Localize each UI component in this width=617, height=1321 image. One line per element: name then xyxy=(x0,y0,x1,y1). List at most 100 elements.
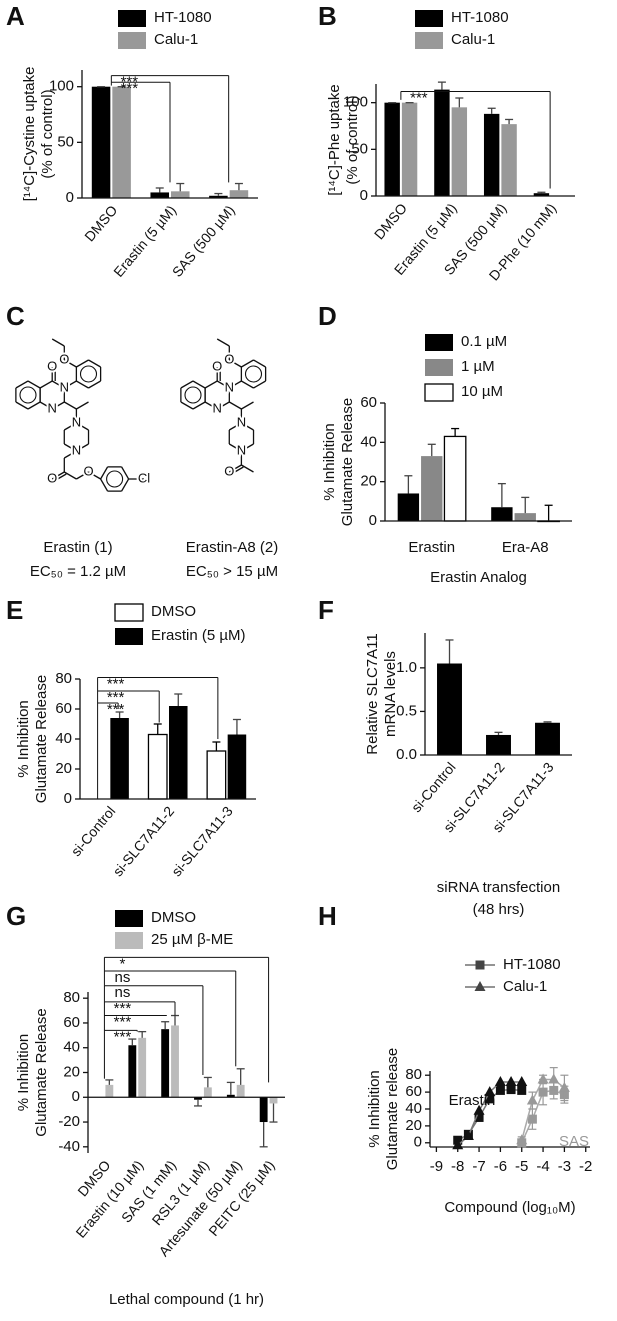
bar xyxy=(161,1029,170,1098)
point xyxy=(485,1094,495,1104)
bar xyxy=(384,102,400,196)
x-tick-label: si-Control xyxy=(68,803,119,859)
panel-letter: C xyxy=(6,301,25,331)
group-label: SAS xyxy=(559,1133,589,1150)
bar xyxy=(169,706,188,799)
aromatic-ring xyxy=(19,386,37,404)
atom-label: O xyxy=(47,470,57,485)
x-axis-label: Lethal compound (1 hr) xyxy=(109,1291,264,1308)
significance-label: ns xyxy=(114,969,130,986)
bar xyxy=(486,734,511,755)
atom-label: N xyxy=(72,442,81,457)
bond xyxy=(228,401,242,410)
legend-label: Calu-1 xyxy=(503,978,547,995)
bar xyxy=(533,193,550,196)
bond xyxy=(39,380,53,389)
legend-swatch xyxy=(115,628,143,645)
atom-label: N xyxy=(225,379,234,394)
significance-label: *** xyxy=(107,689,125,706)
bond xyxy=(51,380,65,389)
bond xyxy=(241,422,254,431)
x-tick-label: -6 xyxy=(494,1158,507,1175)
bar xyxy=(514,513,536,521)
point xyxy=(516,1134,528,1145)
y-tick-label: 50 xyxy=(351,140,368,157)
bar xyxy=(397,493,420,521)
y-tick-label: 100 xyxy=(343,94,368,111)
bond xyxy=(15,401,29,410)
bond xyxy=(241,443,254,452)
legend-label: DMSO xyxy=(151,603,196,620)
bar xyxy=(501,124,517,196)
bond xyxy=(241,401,254,410)
bar xyxy=(194,1097,202,1100)
bar xyxy=(229,190,249,198)
y-tick-label: 80 xyxy=(63,989,80,1006)
bar xyxy=(269,1097,278,1104)
group-label: Erastin xyxy=(449,1092,496,1109)
x-axis-label: Compound (log₁₀M) xyxy=(444,1199,575,1216)
point xyxy=(537,1073,549,1084)
point xyxy=(473,1104,485,1115)
atom-label: N xyxy=(213,400,222,415)
bar xyxy=(138,1037,147,1098)
panel-letter: D xyxy=(318,301,337,331)
bond xyxy=(53,473,67,482)
y-axis-label: % Inhibition xyxy=(15,1034,32,1112)
atom-label: Cl xyxy=(138,470,150,485)
bond xyxy=(241,380,254,389)
legend-swatch xyxy=(425,359,453,376)
x-tick-label: -2 xyxy=(579,1158,592,1175)
bar xyxy=(206,750,227,800)
bond xyxy=(63,422,77,431)
legend-label: 1 µM xyxy=(461,358,495,375)
x-tick-label: Era-A8 xyxy=(502,539,549,556)
x-tick-label: si-Control xyxy=(408,759,459,815)
bond xyxy=(241,464,254,473)
bond xyxy=(76,401,89,410)
aromatic-ring xyxy=(79,365,98,383)
point xyxy=(517,1085,527,1095)
bond xyxy=(228,422,242,431)
legend-swatch xyxy=(115,932,143,949)
x-tick-label: DMSO xyxy=(81,202,120,245)
point xyxy=(526,1094,538,1105)
bond xyxy=(180,401,194,410)
y-axis-label: % Inhibition xyxy=(15,700,32,778)
legend-label: 10 µM xyxy=(461,383,503,400)
y-tick-label: 20 xyxy=(63,1063,80,1080)
atom-label: N xyxy=(60,379,69,394)
x-tick-label: -5 xyxy=(515,1158,528,1175)
point xyxy=(506,1085,516,1095)
panel-letter: A xyxy=(6,1,25,31)
bond xyxy=(228,464,242,473)
point xyxy=(558,1081,570,1092)
y-axis-label: mRNA levels xyxy=(382,651,399,737)
bond xyxy=(39,401,53,410)
y-axis-label: Glutamate Release xyxy=(33,1008,50,1136)
y-axis-label: % Inhibition xyxy=(321,423,338,501)
y-tick-label: 0 xyxy=(64,790,72,807)
x-tick-label: -3 xyxy=(558,1158,571,1175)
bond xyxy=(51,338,65,347)
y-tick-label: 0.0 xyxy=(396,746,417,763)
bar xyxy=(171,1025,179,1098)
y-tick-label: 40 xyxy=(360,433,377,450)
x-tick-label: DMSO xyxy=(371,200,410,243)
y-tick-label: 0 xyxy=(66,189,74,206)
bar xyxy=(491,507,513,521)
bar xyxy=(227,734,247,799)
bar xyxy=(483,113,500,196)
legend-swatch xyxy=(415,32,443,49)
compound-ec50: EC₅₀ = 1.2 µM xyxy=(30,563,126,580)
panel-letter: G xyxy=(6,901,26,931)
bond xyxy=(15,380,29,389)
bar xyxy=(437,663,462,755)
bond xyxy=(180,380,194,389)
significance-label: *** xyxy=(410,89,428,106)
significance-label: *** xyxy=(114,1028,132,1045)
y-tick-label: 0 xyxy=(72,1088,80,1105)
point xyxy=(494,1075,506,1086)
